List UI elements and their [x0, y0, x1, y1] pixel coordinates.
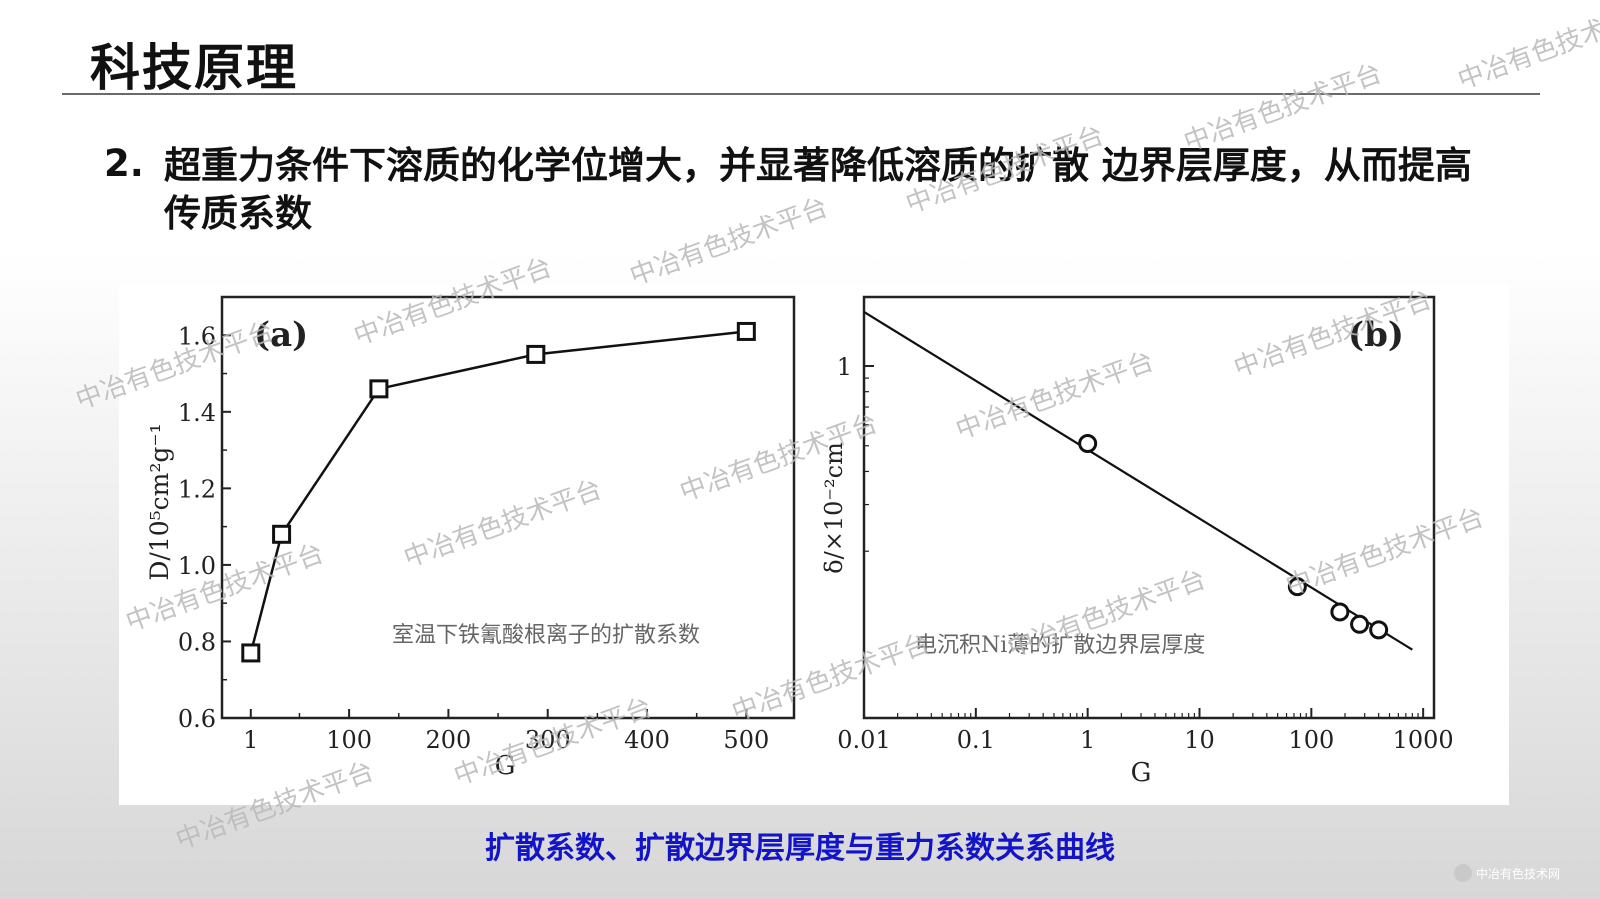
point-number: 2. — [104, 142, 144, 185]
chart-b-y-tick-labels: 1 — [837, 353, 852, 381]
chart-a-y-tick-labels: 0.6 0.8 1.0 1.2 1.4 1.6 — [178, 322, 216, 733]
chart-a-point — [369, 379, 389, 399]
chart-a-point — [736, 321, 756, 341]
chart-a-x-tick-labels: 1 100 200 300 400 500 — [243, 726, 769, 754]
chart-b-point — [1287, 577, 1307, 597]
chart-b-x-tick-label: 0.01 — [837, 726, 890, 754]
chart-a-series-line — [249, 330, 747, 654]
chart-b-y-tick-label: 1 — [837, 353, 852, 381]
chart-a-point — [272, 524, 292, 544]
chart-a-y-tick-label: 0.6 — [178, 705, 216, 733]
chart-b-x-tick-label: 1000 — [1393, 726, 1454, 754]
chart-a-point — [241, 643, 261, 663]
chart-a-series — [241, 321, 756, 663]
chart-b-ticks — [863, 365, 1425, 718]
chart-a-y-tick-label: 1.0 — [178, 552, 216, 580]
chart-a-x-tick-label: 400 — [624, 726, 670, 754]
chart-b-annotation: 电沉积Ni薄的扩散边界层厚度 — [915, 633, 1205, 658]
chart-b-fit-line — [863, 310, 1413, 651]
chart-a-annotation: 室温下铁氰酸根离子的扩散系数 — [392, 623, 700, 648]
chart-a-x-axis-label: G — [495, 751, 516, 781]
chart-a-x-tick-label: 200 — [426, 726, 472, 754]
chart-a-y-tick-label: 1.6 — [178, 322, 216, 350]
chart-b-y-axis-label: δ/×10⁻²cm — [820, 442, 848, 574]
chart-b-point — [1350, 614, 1370, 634]
chart-b-x-tick-labels: 0.01 0.1 1 10 100 1000 — [837, 726, 1453, 754]
chart-b-point — [1078, 433, 1098, 453]
slide-title: 科技原理 — [90, 39, 298, 97]
figure-caption: 扩散系数、扩散边界层厚度与重力系数关系曲线 — [485, 831, 1115, 866]
chart-a-x-tick-label: 500 — [723, 726, 769, 754]
chart-a-ticks — [222, 334, 748, 719]
chart-b-point — [1369, 620, 1389, 640]
chart-a-y-axis-label: D/10⁵cm²g⁻¹ — [145, 423, 174, 580]
site-logo: 中冶有色技术网 — [1454, 861, 1564, 885]
chart-b-point — [1330, 602, 1350, 622]
chart-a-y-tick-label: 0.8 — [178, 628, 216, 656]
chart-b-x-tick-label: 1 — [1080, 726, 1095, 754]
chart-a-panel-label: (a) — [254, 315, 308, 355]
chart-a-x-tick-label: 100 — [326, 726, 372, 754]
title-divider — [62, 93, 1540, 95]
chart-a-y-tick-label: 1.4 — [178, 399, 216, 427]
logo-icon — [1454, 864, 1472, 882]
chart-a-x-tick-label: 1 — [243, 726, 258, 754]
chart-b-x-tick-label: 10 — [1184, 726, 1215, 754]
point-text: 超重力条件下溶质的化学位增大，并显著降低溶质的扩散 边界层厚度，从而提高传质系数 — [164, 144, 1472, 235]
chart-b-series — [863, 310, 1413, 651]
chart-b-x-tick-label: 100 — [1288, 726, 1334, 754]
chart-a-frame — [220, 295, 796, 720]
chart-a-y-tick-label: 1.2 — [178, 475, 216, 503]
logo-text: 中冶有色技术网 — [1476, 866, 1561, 881]
chart-b-frame — [862, 295, 1436, 720]
chart-b-x-tick-label: 0.1 — [957, 726, 995, 754]
chart-b-panel-label: (b) — [1348, 315, 1404, 355]
chart-b-x-axis-label: G — [1131, 758, 1152, 788]
chart-a-x-tick-label: 300 — [525, 726, 571, 754]
chart-a-point — [526, 344, 546, 364]
